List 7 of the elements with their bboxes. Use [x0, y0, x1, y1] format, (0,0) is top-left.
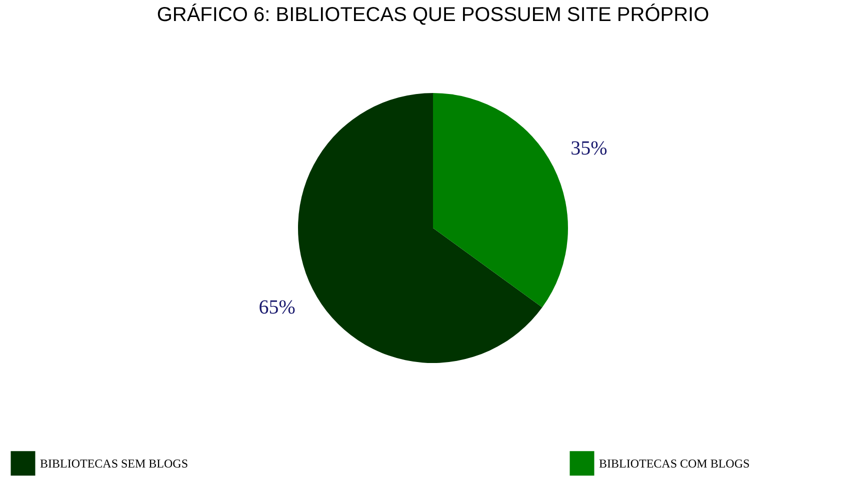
pie-slice — [298, 93, 542, 363]
chart-title: GRÁFICO 6: BIBLIOTECAS QUE POSSUEM SITE PRÓPRIO — [156, 3, 710, 26]
pie-slice — [433, 93, 568, 308]
data-label: 35% — [570, 138, 608, 160]
legend-label: BIBLIOTECAS COM BLOGS — [599, 456, 750, 470]
data-label: 65% — [258, 296, 296, 318]
legend-label: BIBLIOTECAS SEM BLOGS — [40, 456, 188, 470]
